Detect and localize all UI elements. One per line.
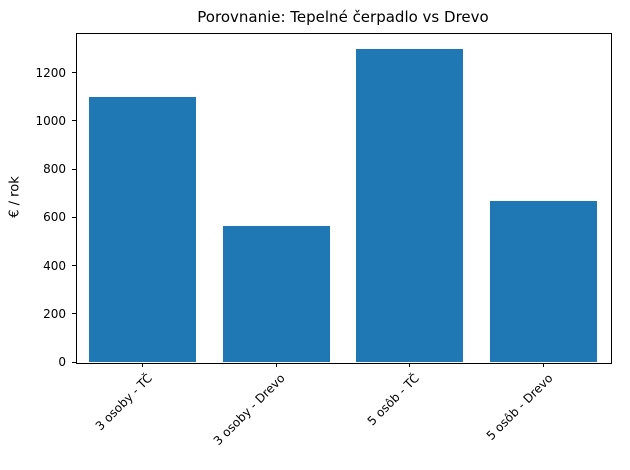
y-tick-mark <box>72 216 76 218</box>
x-tick-label: 5 osôb - TČ <box>364 371 422 429</box>
x-tick-mark <box>142 363 144 367</box>
y-tick-mark <box>72 72 76 74</box>
x-tick-mark <box>409 363 411 367</box>
y-tick-label: 600 <box>43 210 66 225</box>
x-tick-label: 5 osôb - Drevo <box>483 371 556 443</box>
y-tick-mark <box>72 265 76 267</box>
bar <box>489 200 597 362</box>
y-tick-label: 1200 <box>35 65 66 80</box>
y-tick-label: 800 <box>43 162 66 177</box>
y-tick-label: 400 <box>43 258 66 273</box>
y-tick-label: 1000 <box>35 113 66 128</box>
x-tick-label: 3 osoby - TČ <box>92 371 155 434</box>
x-tick-label: 3 osoby - Drevo <box>211 371 289 448</box>
y-tick-mark <box>72 361 76 363</box>
bar <box>89 96 197 362</box>
x-tick-mark <box>275 363 277 367</box>
bar <box>222 225 330 362</box>
y-tick-mark <box>72 313 76 315</box>
y-tick-label: 200 <box>43 306 66 321</box>
chart-title: Porovnanie: Tepelné čerpadlo vs Drevo <box>197 8 489 26</box>
y-tick-mark <box>72 168 76 170</box>
bar <box>356 48 464 362</box>
x-tick-mark <box>542 363 544 367</box>
y-tick-label: 0 <box>58 355 66 369</box>
y-tick-mark <box>72 120 76 122</box>
